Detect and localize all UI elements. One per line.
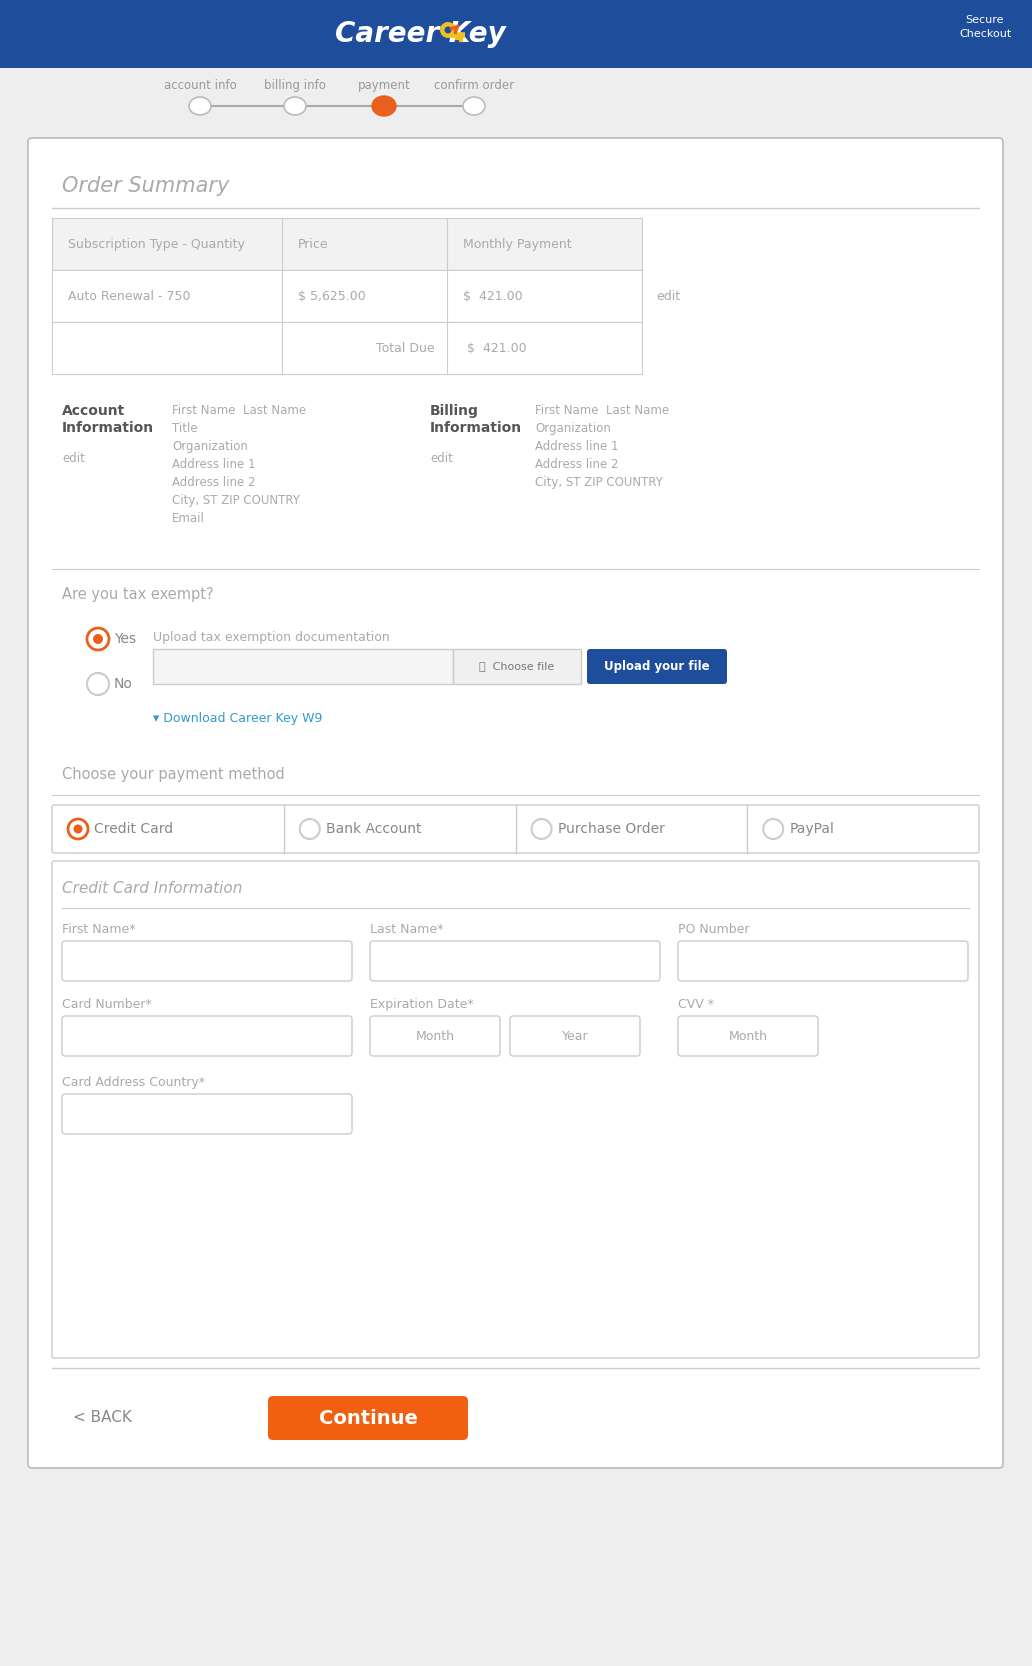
Bar [52,218,642,270]
Ellipse shape [189,97,211,115]
FancyBboxPatch shape [678,1016,818,1056]
FancyBboxPatch shape [587,650,727,685]
Bar [0,0,1032,68]
Text: Credit Card Information: Credit Card Information [62,881,243,896]
Text: Email: Email [172,511,205,525]
Circle shape [531,820,551,840]
Text: Year: Year [561,1030,588,1043]
Text: City, ST ZIP COUNTRY: City, ST ZIP COUNTRY [535,476,663,490]
Text: Billing: Billing [430,403,479,418]
Text: account info: account info [164,78,236,92]
Text: Last Name*: Last Name* [370,923,444,936]
Bar [52,270,642,322]
Text: Price: Price [298,238,328,250]
Text: Purchase Order: Purchase Order [557,821,665,836]
Text: No: No [114,676,133,691]
Text: $ 5,625.00: $ 5,625.00 [298,290,365,303]
Text: Organization: Organization [172,440,248,453]
FancyBboxPatch shape [678,941,968,981]
Text: Subscription Type - Quantity: Subscription Type - Quantity [68,238,245,250]
Text: Yes: Yes [114,631,136,646]
Text: Are you tax exempt?: Are you tax exempt? [62,586,214,601]
Bar [52,322,642,373]
Text: Total Due: Total Due [377,342,436,355]
FancyBboxPatch shape [52,805,979,853]
Circle shape [87,673,109,695]
Circle shape [93,635,103,645]
Text: Choose your payment method: Choose your payment method [62,766,285,781]
FancyBboxPatch shape [28,138,1003,1468]
Text: CVV *: CVV * [678,998,714,1011]
Text: Order Summary: Order Summary [62,177,229,197]
Text: billing info: billing info [264,78,326,92]
Text: Information: Information [62,421,154,435]
Text: Career Key: Career Key [334,20,506,48]
Text: Month: Month [416,1030,454,1043]
Circle shape [73,825,83,833]
Text: Upload tax exemption documentation: Upload tax exemption documentation [153,631,390,645]
Text: Card Address Country*: Card Address Country* [62,1076,205,1090]
Text: 📂  Choose file: 📂 Choose file [480,661,554,671]
Text: < BACK: < BACK [73,1411,132,1426]
Text: Address line 2: Address line 2 [172,476,256,490]
FancyBboxPatch shape [62,1016,352,1056]
Text: Secure
Checkout: Secure Checkout [959,15,1011,38]
Text: First Name  Last Name: First Name Last Name [172,403,307,416]
Text: Credit Card: Credit Card [94,821,173,836]
Text: Expiration Date*: Expiration Date* [370,998,474,1011]
Bar [453,650,581,685]
Text: Organization: Organization [535,421,611,435]
Text: Address line 1: Address line 1 [535,440,618,453]
FancyBboxPatch shape [62,1095,352,1135]
Circle shape [764,820,783,840]
Text: $  421.00: $ 421.00 [467,342,526,355]
FancyBboxPatch shape [52,861,979,1358]
Text: Card Number*: Card Number* [62,998,152,1011]
FancyBboxPatch shape [370,1016,499,1056]
Text: Address line 1: Address line 1 [172,458,256,471]
Circle shape [68,820,88,840]
Circle shape [87,628,109,650]
Ellipse shape [463,97,485,115]
Text: edit: edit [656,290,680,303]
Ellipse shape [284,97,307,115]
FancyBboxPatch shape [268,1396,467,1439]
Text: Address line 2: Address line 2 [535,458,618,471]
FancyBboxPatch shape [510,1016,640,1056]
Text: PO Number: PO Number [678,923,749,936]
Text: Auto Renewal - 750: Auto Renewal - 750 [68,290,191,303]
Text: Monthly Payment: Monthly Payment [463,238,572,250]
Text: First Name*: First Name* [62,923,135,936]
Text: First Name  Last Name: First Name Last Name [535,403,669,416]
Text: Title: Title [172,421,197,435]
Text: payment: payment [358,78,411,92]
Circle shape [299,820,320,840]
Text: confirm order: confirm order [433,78,514,92]
Text: edit: edit [62,451,85,465]
FancyBboxPatch shape [62,941,352,981]
Text: ▾ Download Career Key W9: ▾ Download Career Key W9 [153,711,322,725]
Circle shape [440,22,456,38]
FancyBboxPatch shape [370,941,660,981]
Text: Bank Account: Bank Account [326,821,421,836]
Bar [153,650,453,685]
Text: Continue: Continue [319,1408,417,1428]
Text: Information: Information [430,421,522,435]
Text: PayPal: PayPal [789,821,834,836]
Text: Account: Account [62,403,125,418]
Ellipse shape [372,97,396,117]
Text: edit: edit [430,451,453,465]
Text: City, ST ZIP COUNTRY: City, ST ZIP COUNTRY [172,495,300,506]
Text: Month: Month [729,1030,768,1043]
Text: $  421.00: $ 421.00 [463,290,522,303]
Text: Upload your file: Upload your file [604,660,710,673]
Circle shape [445,27,452,33]
